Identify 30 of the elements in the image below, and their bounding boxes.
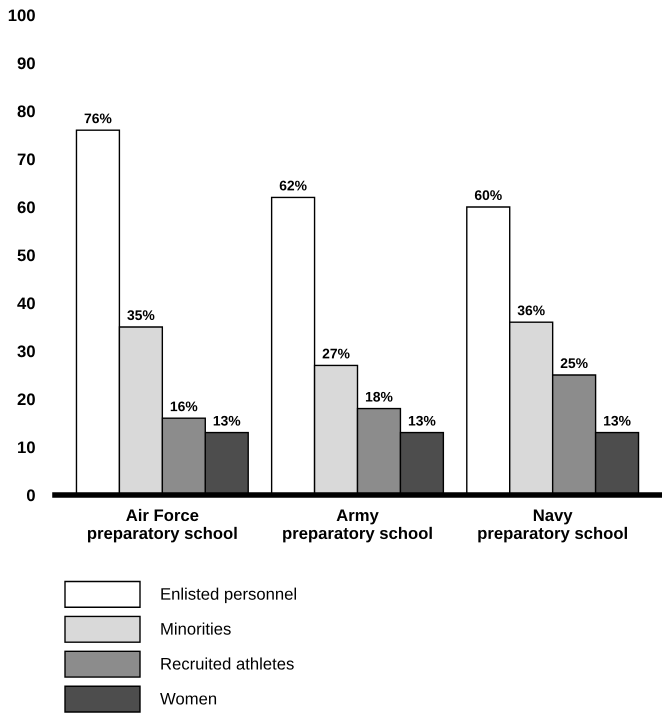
data-label: 25%: [560, 358, 588, 368]
y-tick-label: 60: [18, 201, 35, 214]
y-tick-label: 70: [18, 153, 35, 166]
data-label: 36%: [518, 305, 545, 316]
legend-label: Enlisted personnel: [161, 588, 296, 604]
y-tick-label: 20: [18, 393, 35, 406]
data-label: 76%: [84, 113, 112, 124]
data-label: 13%: [408, 416, 436, 426]
legend-label: Women: [160, 692, 216, 705]
data-label: 16%: [170, 401, 198, 412]
data-label: 60%: [474, 190, 502, 200]
y-tick-label: 10: [18, 441, 35, 454]
data-label: 35%: [127, 310, 154, 320]
data-label: 13%: [214, 416, 240, 426]
x-tick-label: Army preparatory school: [283, 510, 432, 542]
y-tick-label: 40: [17, 297, 35, 310]
y-tick-label: 0: [26, 489, 35, 502]
legend-label: Minorities: [161, 622, 231, 635]
x-tick-label: Navy preparatory school: [478, 510, 627, 542]
x-tick-label: Air Force preparatory school: [88, 508, 237, 542]
legend-label: Recruited athletes: [161, 657, 294, 670]
data-label: 13%: [604, 416, 631, 426]
data-label: 62%: [280, 180, 307, 190]
y-tick-label: 50: [18, 249, 35, 262]
data-label: 18%: [366, 392, 392, 402]
y-tick-label: 30: [17, 345, 35, 358]
y-tick-label: 80: [18, 105, 35, 118]
y-tick-label: 90: [18, 57, 35, 70]
y-tick-label: 100: [8, 9, 35, 22]
data-label: 27%: [322, 348, 350, 358]
